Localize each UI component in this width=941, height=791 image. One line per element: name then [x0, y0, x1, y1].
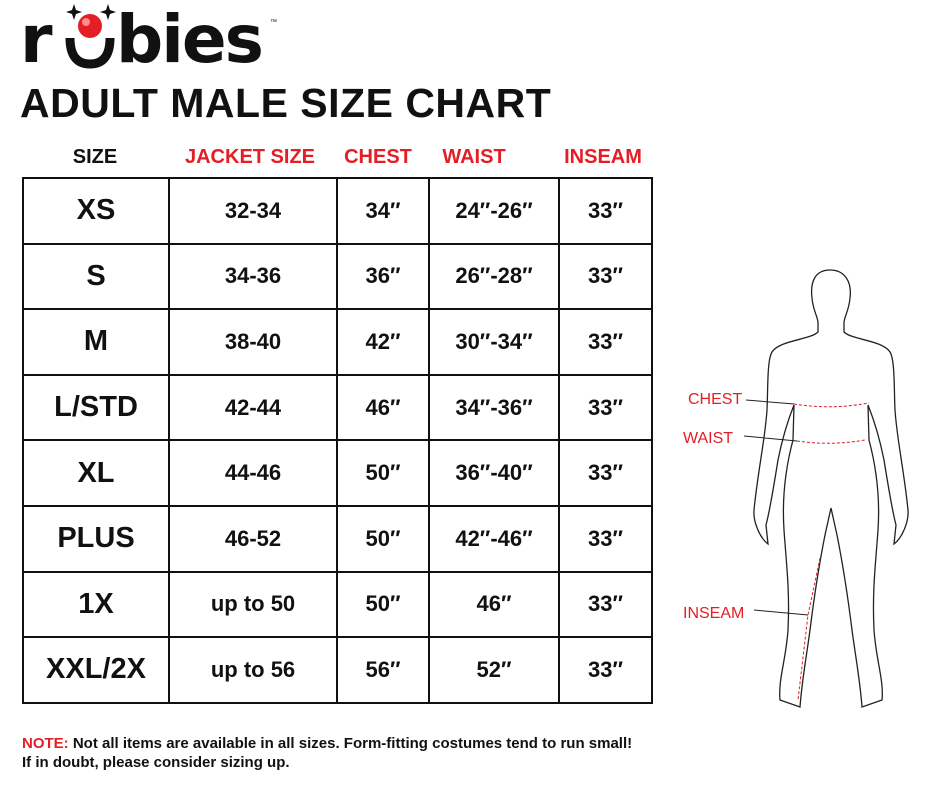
- inseam-line: [797, 557, 821, 701]
- cell-chest: 56″: [336, 636, 430, 704]
- table-row: PLUS 46-52 50″ 42″-46″ 33″: [22, 504, 653, 573]
- cell-jacket-size: 32-34: [168, 177, 338, 245]
- cell-waist: 26″-28″: [428, 242, 560, 311]
- cell-size: XL: [22, 439, 170, 507]
- rubies-logo: r bies ™: [18, 2, 280, 72]
- cell-size: XS: [22, 177, 170, 245]
- cell-inseam: 33″: [558, 308, 653, 376]
- cell-chest: 42″: [336, 308, 430, 376]
- cell-inseam: 33″: [558, 504, 653, 573]
- note: NOTE: Not all items are available in all…: [22, 734, 632, 772]
- cell-waist: 24″-26″: [428, 177, 560, 245]
- svg-text:bies: bies: [116, 2, 262, 72]
- cell-size: M: [22, 308, 170, 376]
- header-jacket-size: JACKET SIZE: [184, 146, 316, 168]
- svg-text:r: r: [20, 2, 53, 72]
- cell-jacket-size: 34-36: [168, 242, 338, 311]
- cell-waist: 36″-40″: [428, 439, 560, 507]
- chest-leader: [745, 399, 795, 405]
- inseam-leader: [753, 609, 809, 616]
- table-row: S 34-36 36″ 26″-28″ 33″: [22, 242, 653, 311]
- cell-waist: 52″: [428, 636, 560, 704]
- chest-line: [793, 402, 870, 408]
- cell-size: L/STD: [22, 373, 170, 442]
- cell-waist: 46″: [428, 570, 560, 639]
- cell-inseam: 33″: [558, 242, 653, 311]
- svg-text:™: ™: [270, 19, 277, 26]
- label-chest: CHEST: [688, 391, 742, 408]
- table-row: 1X up to 50 50″ 46″ 33″: [22, 570, 653, 639]
- cell-inseam: 33″: [558, 439, 653, 507]
- cell-jacket-size: 46-52: [168, 504, 338, 573]
- table-row: M 38-40 42″ 30″-34″ 33″: [22, 308, 653, 376]
- note-line1: Not all items are available in all sizes…: [68, 735, 633, 752]
- header-chest: CHEST: [344, 146, 412, 168]
- note-line2: If in doubt, please consider sizing up.: [22, 754, 290, 771]
- cell-size: 1X: [22, 570, 170, 639]
- cell-size: S: [22, 242, 170, 311]
- waist-leader: [743, 435, 798, 442]
- header-inseam: INSEAM: [564, 146, 642, 168]
- body-figure: CHEST WAIST INSEAM: [683, 269, 909, 708]
- table-row: XXL/2X up to 56 56″ 52″ 33″: [22, 636, 653, 704]
- cell-chest: 46″: [336, 373, 430, 442]
- cell-jacket-size: 38-40: [168, 308, 338, 376]
- header-waist: WAIST: [442, 146, 506, 168]
- cell-jacket-size: up to 50: [168, 570, 338, 639]
- cell-waist: 42″-46″: [428, 504, 560, 573]
- cell-size: XXL/2X: [22, 636, 170, 704]
- cell-chest: 50″: [336, 570, 430, 639]
- cell-chest: 36″: [336, 242, 430, 311]
- cell-inseam: 33″: [558, 373, 653, 442]
- label-waist: WAIST: [683, 430, 733, 447]
- table-headers: SIZE JACKET SIZE CHEST WAIST INSEAM: [22, 146, 652, 174]
- cell-jacket-size: 44-46: [168, 439, 338, 507]
- size-table: XS 32-34 34″ 24″-26″ 33″ S 34-36 36″ 26″-28″ 33″ M…: [22, 177, 653, 704]
- cell-chest: 50″: [336, 504, 430, 573]
- header-size: SIZE: [72, 146, 118, 168]
- waist-line: [796, 439, 866, 444]
- label-inseam: INSEAM: [683, 605, 744, 622]
- cell-inseam: 33″: [558, 636, 653, 704]
- table-row: XL 44-46 50″ 36″-40″ 33″: [22, 439, 653, 507]
- table-row: L/STD 42-44 46″ 34″-36″ 33″: [22, 373, 653, 442]
- cell-jacket-size: 42-44: [168, 373, 338, 442]
- cell-size: PLUS: [22, 504, 170, 573]
- cell-waist: 34″-36″: [428, 373, 560, 442]
- table-row: XS 32-34 34″ 24″-26″ 33″: [22, 177, 653, 245]
- cell-jacket-size: up to 56: [168, 636, 338, 704]
- cell-inseam: 33″: [558, 177, 653, 245]
- cell-chest: 34″: [336, 177, 430, 245]
- cell-waist: 30″-34″: [428, 308, 560, 376]
- body-outline: [753, 269, 909, 708]
- rubies-logo-graphic: r bies ™: [20, 2, 277, 72]
- cell-chest: 50″: [336, 439, 430, 507]
- page-title: ADULT MALE SIZE CHART: [20, 80, 552, 126]
- note-label: NOTE:: [22, 735, 69, 752]
- cell-inseam: 33″: [558, 570, 653, 639]
